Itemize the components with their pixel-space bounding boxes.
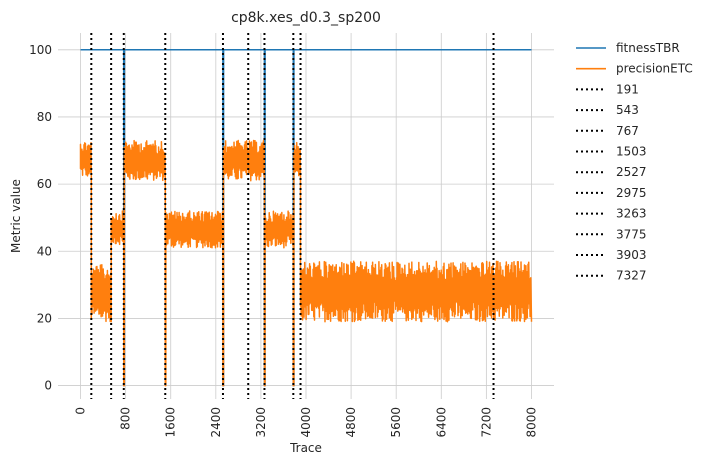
x-tick-label: 0 <box>74 407 88 415</box>
legend-label: 3775 <box>616 227 647 241</box>
legend-label: 191 <box>616 82 639 96</box>
legend-label: 3903 <box>616 248 647 262</box>
y-tick-label: 100 <box>29 43 52 57</box>
x-axis-label: Trace <box>289 441 322 455</box>
x-tick-label: 4800 <box>344 407 358 438</box>
y-tick-label: 40 <box>37 244 52 258</box>
x-tick-label: 1600 <box>164 407 178 438</box>
x-tick-label: 2400 <box>209 407 223 438</box>
legend-label: fitnessTBR <box>616 41 680 55</box>
y-tick-label: 80 <box>37 110 52 124</box>
x-tick-label: 8000 <box>524 407 538 438</box>
x-tick-label: 7200 <box>479 407 493 438</box>
x-tick-label: 800 <box>119 407 133 430</box>
y-axis-label: Metric value <box>9 179 23 253</box>
legend-label: 3263 <box>616 207 647 221</box>
legend-label: 7327 <box>616 269 647 283</box>
vline-group <box>90 33 495 399</box>
x-tick-label: 3200 <box>254 407 268 438</box>
grid <box>58 33 554 399</box>
chart-title: cp8k.xes_d0.3_sp200 <box>231 10 381 26</box>
y-tick-label: 0 <box>44 379 52 393</box>
series-line-precisionETC <box>79 139 533 387</box>
legend-label: 543 <box>616 103 639 117</box>
axes: 0 800 1600 2400 3200 4000 4800 5600 6400 7200 8000… <box>29 43 538 438</box>
legend-label: 1503 <box>616 145 647 159</box>
x-tick-label: 6400 <box>434 407 448 438</box>
legend: fitnessTBR precisionETC 191 543 767 1503 2527 2… <box>576 41 693 283</box>
x-tick-label: 5600 <box>389 407 403 438</box>
legend-label: 767 <box>616 124 639 138</box>
x-tick-label: 4000 <box>299 407 313 438</box>
y-tick-label: 60 <box>37 177 52 191</box>
y-tick-label: 20 <box>37 311 52 325</box>
legend-label: precisionETC <box>616 62 693 76</box>
legend-label: 2975 <box>616 186 647 200</box>
plot-area <box>79 49 533 387</box>
legend-label: 2527 <box>616 165 647 179</box>
